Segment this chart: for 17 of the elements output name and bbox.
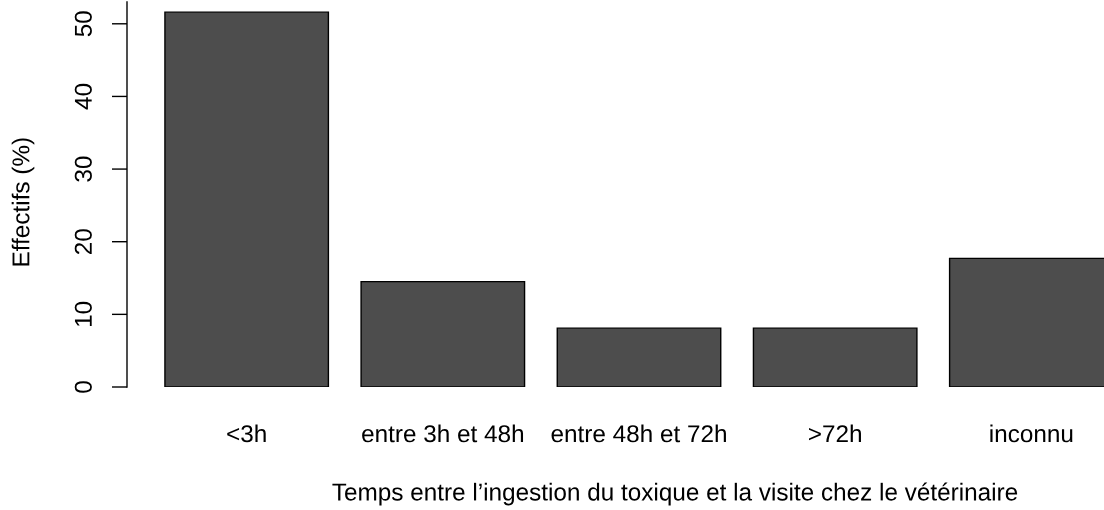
x-tick-label: <3h — [227, 424, 266, 443]
y-tick-label: 20 — [74, 229, 92, 255]
bar — [164, 11, 330, 387]
y-tick-label: 30 — [74, 156, 92, 182]
y-tick-label: 0 — [74, 381, 92, 393]
y-tick-label: 10 — [74, 301, 92, 327]
bar — [360, 280, 526, 387]
x-tick-label: >72h — [809, 424, 861, 443]
x-tick-label: entre 3h et 48h — [362, 424, 524, 443]
x-tick-label: inconnu — [990, 424, 1073, 443]
x-axis-title: Temps entre l’ingestion du toxique et la visite chez le vétérinaire — [332, 482, 1018, 506]
y-axis-title: Effectifs (%) — [11, 138, 35, 266]
y-tick-label: 50 — [74, 11, 92, 37]
bar — [556, 327, 722, 387]
x-tick-label: entre 48h et 72h — [551, 424, 726, 443]
y-tick-label: 40 — [74, 83, 92, 110]
bar — [752, 327, 918, 387]
